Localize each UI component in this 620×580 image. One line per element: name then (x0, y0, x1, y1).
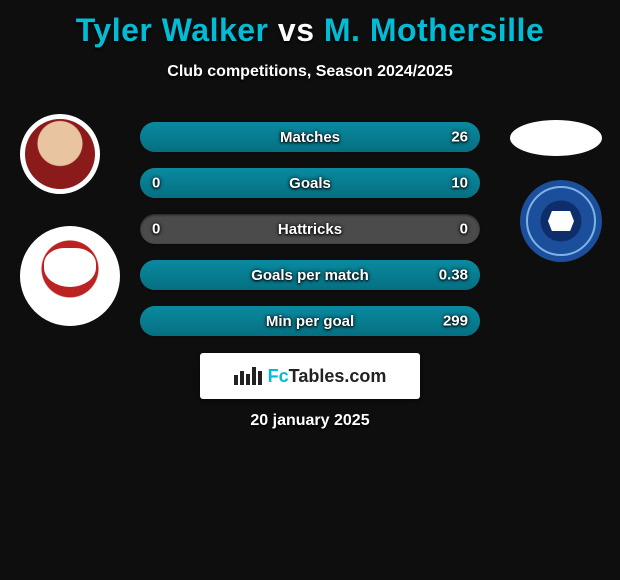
player1-club-badge (20, 226, 120, 326)
stat-value-right: 0.38 (439, 267, 468, 284)
stat-label: Goals (289, 175, 331, 192)
player1-avatar (20, 114, 100, 194)
stats-panel: Matches 26 0 Goals 10 0 Hattricks 0 Goals per ma… (140, 122, 480, 352)
title-vs: vs (278, 12, 315, 48)
comparison-card: Tyler Walker vs M. Mothersille Club comp… (0, 0, 620, 580)
subtitle: Club competitions, Season 2024/2025 (0, 63, 620, 81)
stat-value-right: 26 (451, 129, 468, 146)
bar-chart-icon (234, 367, 262, 385)
branding-box[interactable]: FcTables.com (200, 353, 420, 399)
player2-avatar-placeholder (510, 120, 602, 156)
stat-row: 0 Hattricks 0 (140, 214, 480, 244)
club-crest-icon (526, 186, 596, 256)
stat-label: Min per goal (266, 313, 354, 330)
stat-value-left: 0 (152, 221, 160, 238)
player2-club-badge (520, 180, 602, 262)
stat-value-right: 299 (443, 313, 468, 330)
date-label: 20 january 2025 (0, 412, 620, 430)
stat-value-left: 0 (152, 175, 160, 192)
stat-label: Matches (280, 129, 340, 146)
club-crest-icon (26, 232, 114, 320)
stat-label: Hattricks (278, 221, 342, 238)
avatar-image-placeholder (25, 119, 95, 189)
stat-value-right: 10 (451, 175, 468, 192)
branding-prefix: Fc (268, 366, 289, 386)
stat-value-right: 0 (460, 221, 468, 238)
stat-row: Matches 26 (140, 122, 480, 152)
stat-row: Goals per match 0.38 (140, 260, 480, 290)
stat-row: Min per goal 299 (140, 306, 480, 336)
branding-text: FcTables.com (268, 366, 387, 387)
title: Tyler Walker vs M. Mothersille (0, 12, 620, 49)
title-player2: M. Mothersille (324, 12, 544, 48)
branding-suffix: Tables.com (289, 366, 387, 386)
stat-label: Goals per match (251, 267, 369, 284)
title-player1: Tyler Walker (76, 12, 269, 48)
stat-row: 0 Goals 10 (140, 168, 480, 198)
